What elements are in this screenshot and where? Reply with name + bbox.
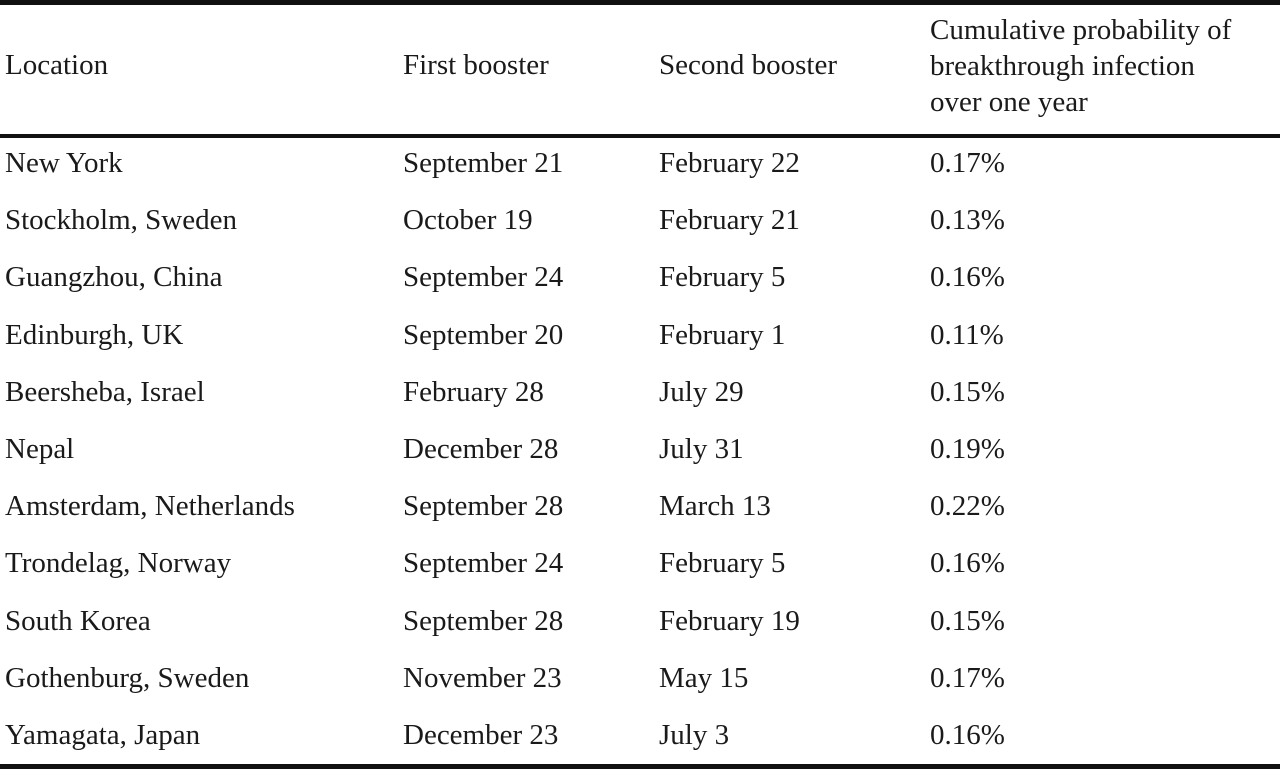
cell-second-booster: May 15 [659, 662, 749, 694]
cell-first-booster: September 24 [403, 547, 564, 579]
header-second-booster: Second booster [659, 49, 837, 81]
cell-location: Yamagata, Japan [5, 719, 201, 751]
cell-second-booster: March 13 [659, 490, 771, 522]
cell-location: Stockholm, Sweden [5, 204, 237, 236]
header-first-booster: First booster [403, 49, 549, 81]
header-probability-line-2: breakthrough infection [930, 50, 1195, 82]
header-probability-line-3: over one year [930, 86, 1088, 118]
cell-location: New York [5, 147, 123, 179]
cell-probability: 0.11% [930, 319, 1004, 351]
cell-second-booster: July 29 [659, 376, 744, 408]
cell-probability: 0.15% [930, 605, 1005, 637]
cell-second-booster: February 22 [659, 147, 800, 179]
cell-first-booster: September 28 [403, 605, 564, 637]
cell-first-booster: December 23 [403, 719, 559, 751]
cell-location: Trondelag, Norway [5, 547, 232, 579]
cell-first-booster: February 28 [403, 376, 544, 408]
header-cumulative-probability: Cumulative probability of breakthrough i… [930, 12, 1280, 120]
cell-probability: 0.19% [930, 433, 1005, 465]
cell-location: Edinburgh, UK [5, 319, 184, 351]
cell-first-booster: November 23 [403, 662, 562, 694]
cell-probability: 0.15% [930, 376, 1005, 408]
cell-first-booster: September 24 [403, 261, 564, 293]
cell-second-booster: February 5 [659, 261, 786, 293]
cell-probability: 0.16% [930, 719, 1005, 751]
cell-location: Beersheba, Israel [5, 376, 205, 408]
cell-second-booster: February 21 [659, 204, 800, 236]
cell-location: Guangzhou, China [5, 261, 223, 293]
cell-location: Gothenburg, Sweden [5, 662, 250, 694]
header-probability-line-1: Cumulative probability of [930, 14, 1232, 46]
cell-first-booster: September 28 [403, 490, 564, 522]
cell-first-booster: September 21 [403, 147, 564, 179]
cell-probability: 0.17% [930, 662, 1005, 694]
table-bottom-rule [0, 764, 1280, 769]
cell-probability: 0.16% [930, 261, 1005, 293]
cell-second-booster: February 1 [659, 319, 786, 351]
cell-second-booster: February 19 [659, 605, 800, 637]
cell-probability: 0.13% [930, 204, 1005, 236]
cell-location: Amsterdam, Netherlands [5, 490, 295, 522]
cell-first-booster: October 19 [403, 204, 533, 236]
cell-second-booster: July 31 [659, 433, 744, 465]
table-top-rule [0, 0, 1280, 5]
header-location: Location [5, 49, 109, 81]
cell-location: South Korea [5, 605, 151, 637]
header-divider-rule [0, 134, 1280, 138]
cell-probability: 0.16% [930, 547, 1005, 579]
cell-probability: 0.22% [930, 490, 1005, 522]
cell-second-booster: February 5 [659, 547, 786, 579]
cell-location: Nepal [5, 433, 75, 465]
cell-probability: 0.17% [930, 147, 1005, 179]
cell-second-booster: July 3 [659, 719, 730, 751]
cell-first-booster: September 20 [403, 319, 564, 351]
cell-first-booster: December 28 [403, 433, 559, 465]
